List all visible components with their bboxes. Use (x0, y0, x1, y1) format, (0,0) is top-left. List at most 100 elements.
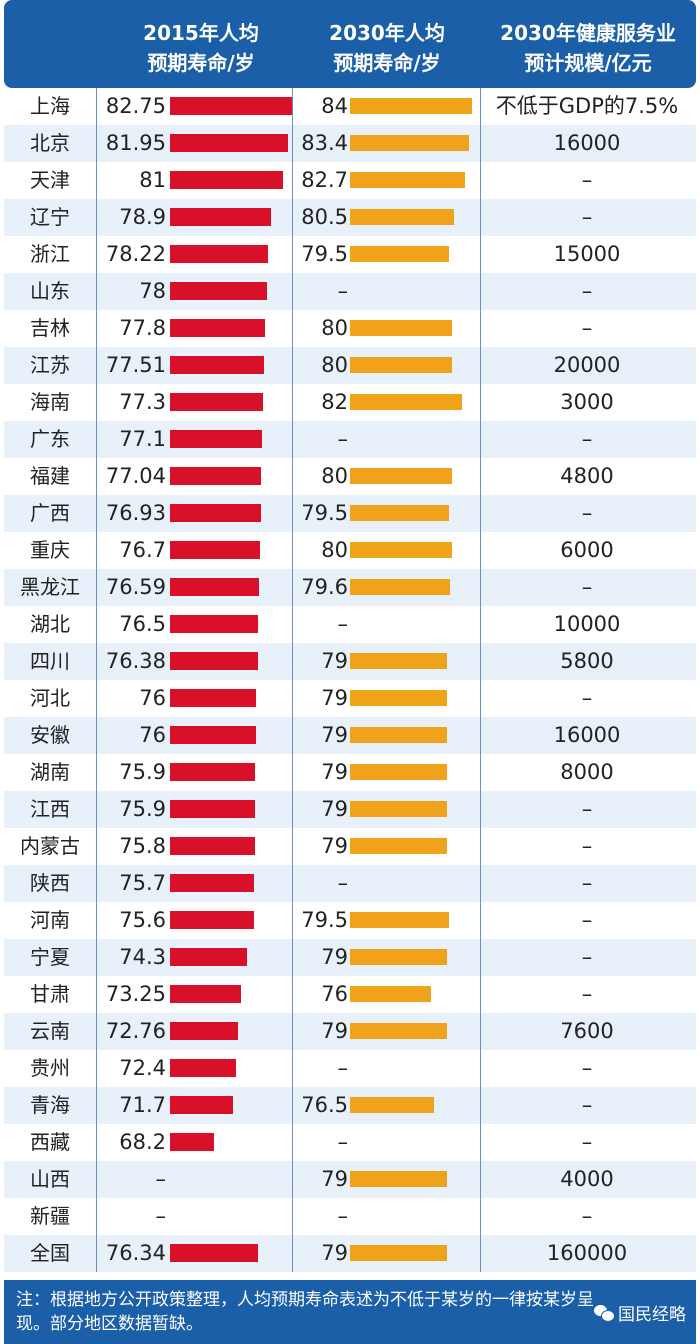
value-2015: 75.8 (119, 834, 166, 858)
table-row: 广东 77.1 – – (4, 421, 696, 458)
table-row: 湖北 76.5 – 10000 (4, 606, 696, 643)
footer: 注：根据地方公开政策整理，人均预期寿命表述为不低于某岁的一律按某岁呈现。部分地区… (4, 1280, 696, 1344)
value-2015: 82.75 (105, 94, 166, 118)
bar-2030 (350, 98, 472, 114)
region-name: 安徽 (30, 723, 70, 747)
bar-2015 (170, 134, 288, 152)
bar-2015 (170, 1133, 214, 1151)
value-2015: 77.04 (105, 464, 166, 488)
value-2030: 79.6 (301, 575, 348, 599)
column-divider (480, 162, 481, 199)
region-name: 湖南 (30, 760, 70, 784)
table-row: 西藏 68.2 – – (4, 1124, 696, 1161)
bar-2015 (170, 319, 265, 337)
column-divider (292, 310, 293, 347)
bar-2030 (350, 542, 452, 558)
table-row: 江苏 77.51 80 20000 (4, 347, 696, 384)
column-divider (96, 1013, 97, 1050)
value-2030: 79.5 (301, 501, 348, 525)
column-divider (96, 384, 97, 421)
bar-2015 (170, 689, 256, 707)
bar-2030 (350, 246, 449, 262)
bar-2015 (170, 615, 258, 633)
health-industry-value: 5800 (560, 649, 614, 673)
health-industry-value: – (581, 945, 593, 969)
column-divider (96, 1087, 97, 1124)
column-divider (292, 902, 293, 939)
value-2015: 81.95 (105, 131, 166, 155)
region-name: 陕西 (30, 871, 70, 895)
column-divider (96, 532, 97, 569)
column-divider (292, 384, 293, 421)
region-name: 山东 (30, 279, 70, 303)
column-divider (480, 458, 481, 495)
brand-label: 国民经略 (618, 1305, 686, 1325)
column-divider (292, 88, 293, 125)
column-divider (292, 1161, 293, 1198)
table-row: 广西 76.93 79.5 – (4, 495, 696, 532)
column-divider (480, 199, 481, 236)
bar-2030 (350, 727, 447, 743)
health-industry-value: – (581, 982, 593, 1006)
column-divider (292, 643, 293, 680)
bar-2030 (350, 838, 447, 854)
column-divider (96, 865, 97, 902)
value-2015: 76 (139, 686, 166, 710)
health-industry-value: – (581, 168, 593, 192)
column-divider (292, 236, 293, 273)
value-2030: 79 (321, 1019, 348, 1043)
value-2015: 73.25 (105, 982, 166, 1006)
value-2030: – (337, 1056, 349, 1080)
region-name: 广东 (30, 427, 70, 451)
value-2015: 74.3 (119, 945, 166, 969)
table-row: 福建 77.04 80 4800 (4, 458, 696, 495)
column-divider (480, 976, 481, 1013)
region-name: 宁夏 (30, 945, 70, 969)
column-divider (292, 1013, 293, 1050)
bar-2015 (170, 504, 261, 522)
region-name: 四川 (30, 649, 70, 673)
health-industry-value: – (581, 279, 593, 303)
health-industry-value: – (581, 1093, 593, 1117)
column-divider (292, 791, 293, 828)
bar-2030 (350, 690, 447, 706)
bar-2030 (350, 1245, 447, 1261)
value-2030: – (337, 612, 349, 636)
health-industry-value: – (581, 316, 593, 340)
column-divider (480, 717, 481, 754)
column-divider (480, 1124, 481, 1161)
column-divider (292, 754, 293, 791)
region-name: 北京 (30, 131, 70, 155)
bar-2030 (350, 764, 447, 780)
column-divider (292, 828, 293, 865)
column-divider (292, 495, 293, 532)
value-2015: 68.2 (119, 1130, 166, 1154)
header-2015-line1: 2015年人均 (143, 21, 259, 45)
health-industry-value: 20000 (553, 353, 621, 377)
value-2015: 81 (139, 168, 166, 192)
table-row: 贵州 72.4 – – (4, 1050, 696, 1087)
bar-2015 (170, 208, 271, 226)
bar-2030 (350, 135, 469, 151)
health-industry-value: – (581, 1056, 593, 1080)
bar-2015 (170, 985, 241, 1003)
region-name: 全国 (30, 1241, 70, 1265)
column-divider (480, 273, 481, 310)
bar-2030 (350, 986, 431, 1002)
region-name: 湖北 (30, 612, 70, 636)
value-2030: 79 (321, 1167, 348, 1191)
value-2030: 80 (321, 353, 348, 377)
region-name: 河北 (30, 686, 70, 710)
brand: 国民经略 (594, 1300, 686, 1325)
table-row: 甘肃 73.25 76 – (4, 976, 696, 1013)
column-divider (480, 1161, 481, 1198)
region-name: 上海 (30, 94, 70, 118)
column-divider (96, 1198, 97, 1235)
bar-2015 (170, 948, 247, 966)
column-divider (96, 421, 97, 458)
table-row: 吉林 77.8 80 – (4, 310, 696, 347)
column-divider (96, 125, 97, 162)
bar-2030 (350, 357, 452, 373)
table-row: 浙江 78.22 79.5 15000 (4, 236, 696, 273)
